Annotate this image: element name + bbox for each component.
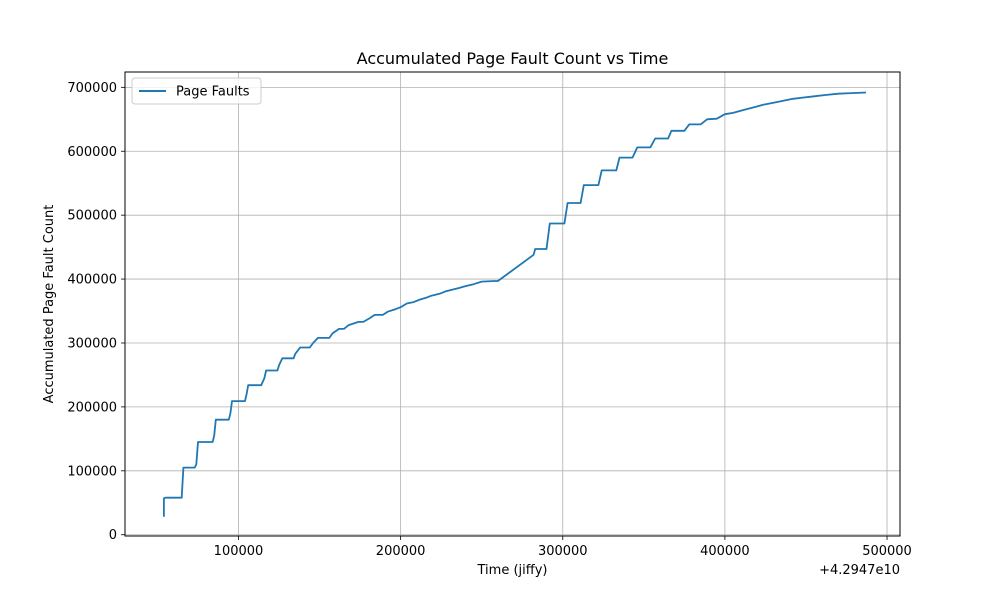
x-axis-label: Time (jiffy) (477, 563, 548, 578)
chart-title: Accumulated Page Fault Count vs Time (357, 49, 669, 68)
y-tick-label: 500000 (67, 209, 117, 224)
grid (125, 72, 900, 536)
y-tick-label: 700000 (67, 81, 117, 96)
plot-frame (124, 71, 901, 537)
legend-label: Page Faults (176, 85, 250, 100)
x-tick-label: 500000 (862, 544, 912, 559)
y-axis-label: Accumulated Page Fault Count (42, 205, 57, 404)
y-tick-label: 400000 (67, 273, 117, 288)
y-tick-label: 200000 (67, 400, 117, 415)
series-line-page-faults (162, 91, 867, 517)
x-tick-label: 200000 (376, 544, 426, 559)
legend: Page Faults (131, 77, 262, 105)
x-tick-label: 400000 (700, 544, 750, 559)
plot-background (125, 72, 900, 536)
series-layer (162, 91, 867, 517)
y-tick-label: 0 (109, 528, 117, 543)
ticks: 100000 200000 300000 400000 500000 0 100000 200… (67, 81, 911, 559)
x-tick-label: 100000 (214, 544, 264, 559)
y-tick-label: 100000 (67, 464, 117, 479)
y-tick-label: 600000 (67, 145, 117, 160)
y-tick-label: 300000 (67, 336, 117, 351)
legend-box (131, 77, 262, 105)
x-axis-offset-label: +4.2947e10 (819, 563, 900, 578)
x-tick-label: 300000 (538, 544, 588, 559)
